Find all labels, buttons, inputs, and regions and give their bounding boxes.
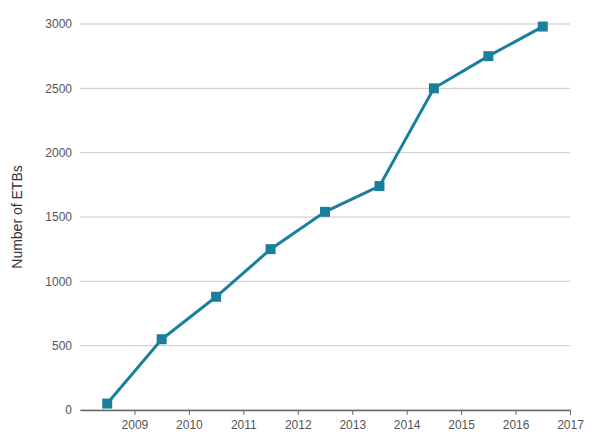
x-tick-label: 2009 — [122, 418, 149, 432]
y-tick: 0 — [65, 403, 80, 417]
chart: 0 500 1000 1500 2000 2500 3000 2009 2010 2011 2012… — [0, 0, 600, 446]
x-tick: 2012 — [285, 410, 312, 432]
x-tick-mark — [407, 410, 408, 415]
grid-line — [80, 281, 570, 282]
y-tick-label: 500 — [52, 339, 72, 353]
x-tick: 2017 — [557, 410, 584, 432]
x-tick-label: 2012 — [285, 418, 312, 432]
marker — [266, 244, 276, 254]
grid-line — [80, 152, 570, 153]
x-tick-label: 2017 — [557, 418, 584, 432]
x-tick: 2013 — [339, 410, 366, 432]
y-tick: 1000 — [45, 275, 80, 289]
x-tick-label: 2011 — [231, 418, 257, 432]
x-tick: 2016 — [503, 410, 530, 432]
x-tick-label: 2016 — [503, 418, 530, 432]
marker — [374, 181, 384, 191]
marker — [429, 83, 439, 93]
y-tick: 3000 — [45, 17, 80, 31]
x-tick-label: 2014 — [394, 418, 421, 432]
y-tick-label: 2500 — [45, 82, 72, 96]
y-tick: 1500 — [45, 210, 80, 224]
plot: 0 500 1000 1500 2000 2500 3000 2009 2010 2011 2012… — [45, 17, 584, 431]
marker — [320, 207, 330, 217]
y-tick: 2000 — [45, 146, 80, 160]
y-axis-title: Number of ETBs — [9, 165, 25, 268]
x-tick: 2009 — [122, 410, 149, 432]
x-tick: 2011 — [231, 410, 257, 432]
y-tick-label: 2000 — [45, 146, 72, 160]
y-axis-line — [80, 25, 81, 411]
marker — [102, 399, 112, 409]
y-tick: 500 — [52, 339, 80, 353]
y-tick-label: 1000 — [45, 275, 72, 289]
x-tick-label: 2015 — [448, 418, 475, 432]
x-tick-mark — [298, 410, 299, 415]
x-tick-mark — [461, 410, 462, 415]
x-tick-mark — [134, 410, 135, 415]
x-tick-mark — [243, 410, 244, 415]
y-tick: 2500 — [45, 82, 80, 96]
x-tick-label: 2010 — [176, 418, 203, 432]
x-axis: 2009 2010 2011 2012 2013 2014 2015 2016 2017 — [81, 410, 585, 432]
grid — [80, 24, 570, 410]
grid-line — [80, 410, 570, 411]
marker — [157, 334, 167, 344]
x-tick: 2014 — [394, 410, 421, 432]
x-tick-mark — [189, 410, 190, 415]
marker — [211, 292, 221, 302]
y-tick-label: 0 — [65, 403, 72, 417]
grid-line — [80, 345, 570, 346]
y-axis: 0 500 1000 1500 2000 2500 3000 — [45, 17, 80, 417]
x-axis-line — [81, 410, 571, 412]
series-line — [107, 27, 543, 404]
y-tick-label: 3000 — [45, 17, 72, 31]
x-tick: 2010 — [176, 410, 203, 432]
grid-line — [80, 88, 570, 89]
x-tick: 2015 — [448, 410, 475, 432]
x-tick-mark — [570, 410, 571, 415]
y-tick-label: 1500 — [45, 210, 72, 224]
x-tick-mark — [352, 410, 353, 415]
x-tick-label: 2013 — [339, 418, 366, 432]
grid-line — [80, 24, 570, 25]
marker — [483, 51, 493, 61]
marker — [538, 22, 548, 32]
marks — [102, 22, 548, 409]
x-tick-mark — [516, 410, 517, 415]
